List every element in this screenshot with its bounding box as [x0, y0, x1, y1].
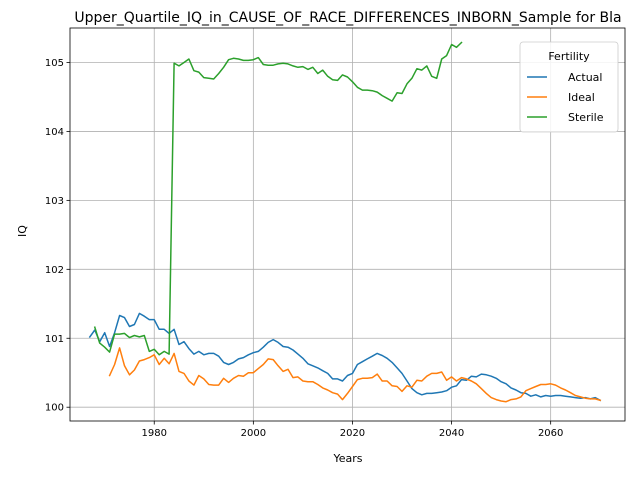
y-tick-label: 100	[45, 403, 64, 414]
series-line-sterile	[93, 41, 463, 356]
x-tick-label: 2040	[439, 428, 464, 439]
plot-frame	[69, 27, 626, 422]
y-tick-label: 105	[45, 58, 64, 69]
series-lines	[88, 41, 602, 403]
y-axis-label: IQ	[16, 225, 29, 237]
y-tick-label: 104	[45, 127, 64, 138]
x-tick-label: 1980	[142, 428, 167, 439]
chart-title: Upper_Quartile_IQ_in_CAUSE_OF_RACE_DIFFE…	[74, 10, 621, 26]
y-tick-label: 102	[45, 265, 64, 276]
legend-box	[519, 41, 619, 133]
legend-label-ideal: Ideal	[568, 91, 595, 104]
legend-label-sterile: Sterile	[568, 111, 604, 124]
legend-label-actual: Actual	[568, 71, 602, 84]
legend: Fertility Actual Ideal Sterile	[519, 41, 619, 133]
y-tick-label: 101	[45, 334, 64, 345]
y-tick-label: 103	[45, 196, 64, 207]
series-line-actual	[88, 312, 602, 402]
x-tick-label: 2000	[241, 428, 266, 439]
x-axis-label: Years	[332, 452, 362, 465]
x-tick-label: 2060	[538, 428, 563, 439]
legend-title: Fertility	[548, 50, 590, 63]
series-line-ideal	[108, 347, 602, 403]
x-tick-label: 2020	[340, 428, 365, 439]
axis-ticks: 1980 2000 2020 2040 2060 100 101 102 103 104 105	[45, 58, 563, 439]
